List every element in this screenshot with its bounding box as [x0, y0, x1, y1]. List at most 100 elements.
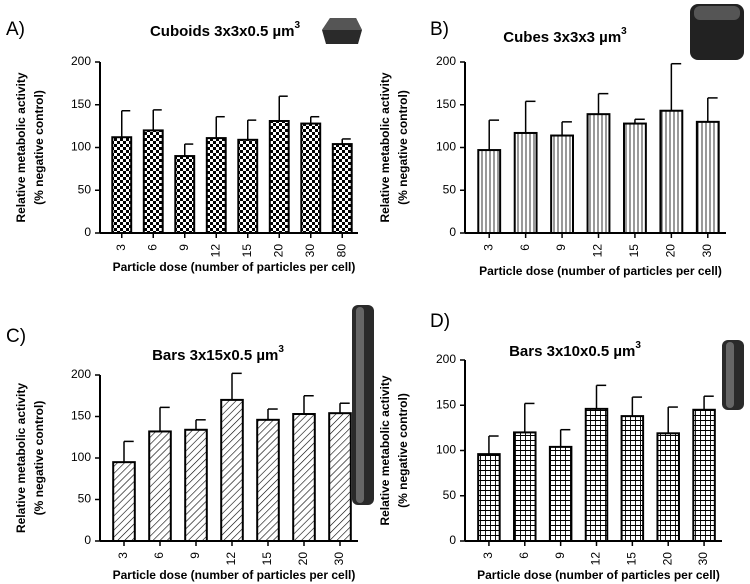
particle-icon — [352, 305, 374, 505]
error-bar — [703, 395, 714, 410]
bar — [620, 415, 645, 542]
panel-label: A) — [6, 19, 25, 40]
y-tick-label: 200 — [71, 54, 91, 68]
error-bar — [195, 419, 206, 430]
x-tick-label: 20 — [271, 244, 285, 258]
y-tick-label: 150 — [71, 97, 91, 111]
y-axis-label: Relative metabolic activity — [378, 375, 392, 525]
y-tick-label: 0 — [84, 225, 91, 239]
x-tick-label: 12 — [591, 244, 605, 258]
chart-title: Bars 3x10x0.5 µm3 — [509, 340, 641, 360]
error-bar — [247, 119, 257, 140]
y-tick-label: 50 — [443, 488, 457, 502]
bar — [550, 134, 575, 234]
y-axis-label: Relative metabolic activity — [378, 72, 392, 222]
y-axis-label: Relative metabolic activity — [14, 72, 28, 222]
bar — [695, 120, 720, 234]
x-tick-label: 3 — [481, 244, 495, 251]
bar — [656, 432, 680, 542]
y-axis-label: Relative metabolic activity — [14, 383, 28, 533]
x-tick-label: 30 — [696, 552, 710, 566]
error-bar — [303, 395, 314, 415]
error-bar — [215, 115, 225, 139]
bar — [256, 418, 280, 543]
x-tick-label: 12 — [224, 552, 238, 566]
bar — [111, 136, 133, 235]
x-tick-label: 3 — [114, 244, 128, 251]
y-tick-label: 0 — [449, 225, 456, 239]
bar — [548, 445, 573, 543]
chart-title: Cubes 3x3x3 µm3 — [503, 26, 627, 46]
x-tick-label: 3 — [481, 552, 495, 559]
x-tick-label: 80 — [334, 244, 348, 258]
x-tick-label: 3 — [116, 552, 130, 559]
error-bar — [559, 428, 571, 447]
y-axis-label: (% negative control) — [396, 393, 410, 508]
y-tick-label: 0 — [449, 533, 456, 547]
error-bar — [184, 143, 194, 157]
title-superscript: 3 — [621, 26, 627, 37]
bar — [659, 109, 684, 234]
bar — [174, 155, 196, 234]
y-tick-label: 200 — [436, 352, 456, 366]
chart-panel: A) Cuboids 3x3x0.5 µm3 Relative metabolic … — [6, 19, 358, 274]
error-bar — [631, 396, 643, 417]
y-tick-label: 200 — [71, 367, 91, 381]
x-axis-label: Particle dose (number of particles per c… — [113, 568, 356, 582]
error-bar — [595, 384, 607, 409]
chart-panel: D) Bars 3x10x0.5 µm3 Relative metabolic ac… — [378, 311, 722, 582]
y-axis-label: (% negative control) — [32, 401, 46, 516]
x-tick-label: 30 — [332, 552, 346, 566]
bar — [237, 138, 259, 234]
chart-title: Cuboids 3x3x0.5 µm3 — [150, 20, 301, 40]
title-text: Bars 3x15x0.5 µm — [152, 347, 278, 364]
bar — [477, 453, 501, 542]
x-tick-label: 9 — [188, 552, 202, 559]
particle-icon — [690, 4, 744, 60]
error-bar — [152, 109, 162, 131]
x-tick-label: 15 — [260, 552, 274, 566]
bar — [292, 413, 316, 543]
error-bar — [159, 406, 170, 432]
y-tick-label: 200 — [436, 54, 456, 68]
bar — [220, 398, 244, 542]
bar — [300, 122, 322, 234]
panel-label: B) — [430, 19, 449, 40]
x-tick-label: 15 — [625, 552, 639, 566]
y-tick-label: 50 — [78, 492, 92, 506]
bar — [184, 428, 208, 542]
y-tick-label: 100 — [436, 140, 456, 154]
x-tick-label: 15 — [240, 244, 254, 258]
error-bar — [524, 402, 535, 433]
x-tick-label: 12 — [208, 244, 222, 258]
chart-title: Bars 3x15x0.5 µm3 — [152, 344, 284, 364]
x-tick-label: 6 — [517, 552, 531, 559]
title-superscript: 3 — [278, 344, 284, 355]
error-bar — [121, 109, 131, 138]
bar — [586, 113, 611, 234]
bar — [477, 149, 502, 234]
error-bar — [667, 406, 678, 434]
particle-icon — [322, 18, 362, 44]
x-tick-label: 15 — [627, 244, 641, 258]
error-bar — [561, 121, 572, 136]
bar — [148, 430, 172, 542]
y-axis-label: (% negative control) — [32, 90, 46, 205]
title-text: Cubes 3x3x3 µm — [503, 29, 621, 46]
bar — [328, 412, 352, 542]
bar — [513, 131, 538, 234]
title-superscript: 3 — [294, 20, 300, 31]
x-tick-label: 20 — [296, 552, 310, 566]
y-tick-label: 100 — [71, 140, 91, 154]
error-bar — [231, 372, 242, 400]
x-tick-label: 9 — [553, 552, 567, 559]
panel-label: D) — [430, 311, 450, 332]
error-bar — [310, 115, 320, 124]
error-bar — [524, 100, 536, 133]
y-tick-label: 150 — [436, 97, 456, 111]
error-bar — [278, 95, 288, 121]
particle-icon — [722, 340, 744, 410]
x-tick-label: 6 — [145, 244, 159, 251]
error-bar — [339, 402, 350, 414]
